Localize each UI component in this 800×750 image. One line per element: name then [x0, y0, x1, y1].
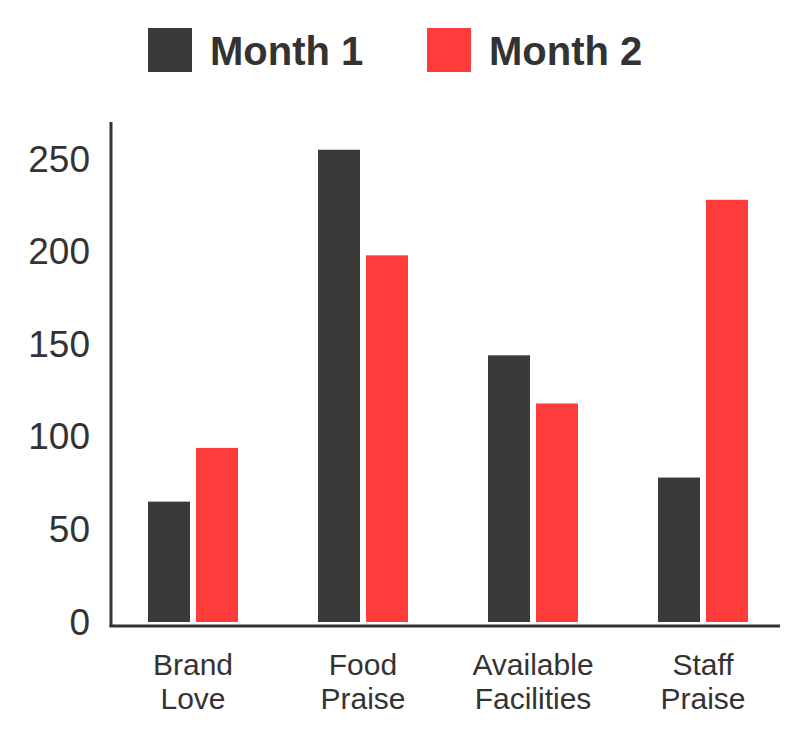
bar — [706, 200, 748, 622]
x-tick-label-line: Staff — [672, 648, 734, 681]
x-tick-label: FoodPraise — [320, 648, 405, 715]
x-tick-label: StaffPraise — [660, 648, 745, 715]
x-axis — [110, 625, 781, 628]
x-tick-label-line: Food — [329, 648, 397, 681]
y-tick-label: 200 — [28, 231, 90, 272]
chart: 050100150200250BrandLoveFoodPraiseAvaila… — [0, 0, 800, 750]
y-tick-label: 250 — [28, 139, 90, 180]
y-tick-label: 0 — [69, 602, 90, 643]
y-tick-label: 50 — [49, 509, 90, 550]
bar — [366, 255, 408, 622]
bar — [196, 448, 238, 622]
bars — [148, 150, 748, 622]
y-axis — [110, 122, 113, 627]
x-tick-label-line: Available — [472, 648, 593, 681]
bar — [536, 403, 578, 622]
legend-swatch — [148, 28, 192, 72]
x-tick-label: BrandLove — [153, 648, 233, 715]
y-tick-label: 100 — [28, 416, 90, 457]
legend-label: Month 1 — [210, 29, 363, 73]
x-tick-label-line: Facilities — [475, 682, 592, 715]
legend-swatch — [427, 28, 471, 72]
y-tick-label: 150 — [28, 324, 90, 365]
x-tick-label: AvailableFacilities — [472, 648, 593, 715]
x-tick-label-line: Praise — [660, 682, 745, 715]
bar — [488, 355, 530, 622]
bar — [318, 150, 360, 622]
x-tick-label-line: Love — [160, 682, 225, 715]
legend-label: Month 2 — [489, 29, 642, 73]
x-tick-label-line: Praise — [320, 682, 405, 715]
x-tick-label-line: Brand — [153, 648, 233, 681]
bar — [148, 502, 190, 622]
bar — [658, 478, 700, 622]
